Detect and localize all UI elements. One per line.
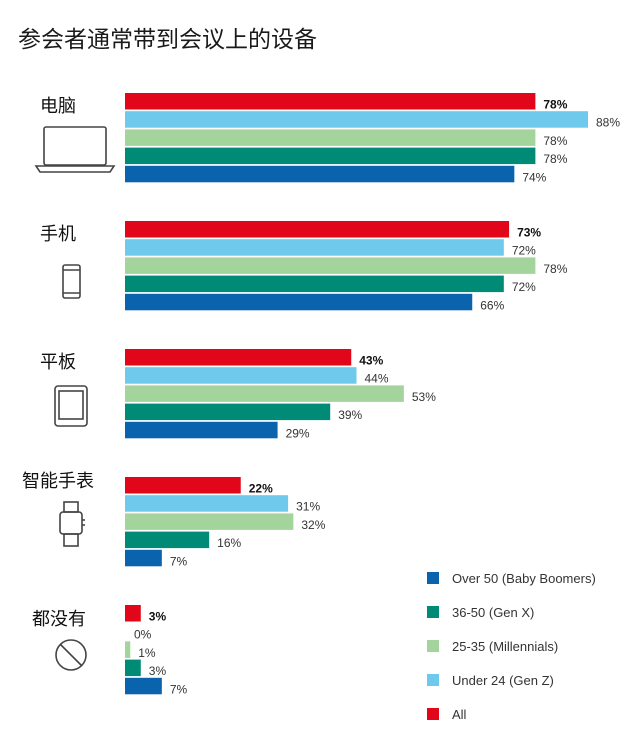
bar [125, 403, 331, 421]
data-label: 78% [543, 152, 567, 166]
data-label: 78% [543, 98, 567, 112]
category-label: 智能手表 [22, 471, 94, 492]
data-label: 74% [522, 170, 546, 184]
bar [125, 367, 357, 384]
none-icon [55, 639, 87, 671]
legend-label: Over 50 (Baby Boomers) [452, 571, 596, 586]
category-label: 电脑 [40, 96, 76, 117]
bar [125, 257, 536, 274]
category-icons [34, 126, 116, 671]
legend-swatch [427, 640, 439, 652]
legend-label: 25-35 (Millennials) [452, 639, 558, 654]
data-label: 53% [412, 390, 436, 404]
data-label: 7% [170, 554, 188, 568]
data-label: 1% [138, 646, 156, 660]
bar [125, 147, 536, 165]
bar [125, 477, 241, 494]
legend-swatch [427, 708, 439, 720]
data-label: 72% [512, 280, 536, 294]
data-label: 66% [480, 298, 504, 312]
bar [125, 239, 504, 256]
category-label: 平板 [40, 352, 76, 373]
bar [125, 513, 294, 530]
legend-label: 36-50 (Gen X) [452, 605, 534, 620]
bar [125, 93, 536, 110]
bar [125, 349, 352, 366]
data-label: 22% [249, 482, 273, 496]
bar [125, 531, 210, 549]
chart-title: 参会者通常带到会议上的设备 [18, 27, 317, 53]
legend-label: Under 24 (Gen Z) [452, 673, 554, 688]
data-label: 44% [365, 372, 389, 386]
data-label: 78% [543, 134, 567, 148]
bar [125, 549, 162, 567]
legend-swatch [427, 674, 439, 686]
legend-swatch [427, 572, 439, 584]
bar [125, 677, 162, 695]
data-label: 0% [134, 628, 152, 642]
data-label: 3% [149, 610, 167, 624]
data-label: 16% [217, 536, 241, 550]
bar [125, 495, 289, 512]
bar [125, 165, 515, 183]
legend: Over 50 (Baby Boomers) 36-50 (Gen X) 25-35… [427, 571, 596, 722]
data-label: 29% [286, 426, 310, 440]
bar [125, 421, 278, 439]
bars [125, 93, 588, 695]
bar [125, 605, 141, 622]
data-label: 32% [301, 518, 325, 532]
smartwatch-icon [59, 501, 85, 547]
bar [125, 129, 536, 146]
phone-icon [62, 264, 81, 299]
data-label: 72% [512, 244, 536, 258]
bar [125, 221, 510, 238]
data-label: 7% [170, 682, 188, 696]
data-label: 88% [596, 116, 620, 130]
legend-swatch [427, 606, 439, 618]
bar [125, 293, 473, 311]
category-label: 手机 [40, 224, 76, 245]
data-label: 78% [543, 262, 567, 276]
data-label: 73% [517, 226, 541, 240]
data-label: 43% [359, 354, 383, 368]
tablet-icon [54, 385, 88, 427]
laptop-icon [34, 126, 116, 173]
legend-label: All [452, 707, 467, 722]
value-labels: 78% 88% 78% 78% 74% 73% 72% 78% 72% 66% 43% 44% 53% 3… [134, 98, 620, 697]
category-label: 都没有 [32, 609, 86, 630]
data-label: 31% [296, 500, 320, 514]
data-label: 3% [149, 664, 167, 678]
bar [125, 659, 141, 677]
data-label: 39% [338, 408, 362, 422]
bar [125, 641, 131, 658]
bar [125, 111, 588, 128]
bar [125, 275, 504, 293]
bar [125, 385, 404, 402]
